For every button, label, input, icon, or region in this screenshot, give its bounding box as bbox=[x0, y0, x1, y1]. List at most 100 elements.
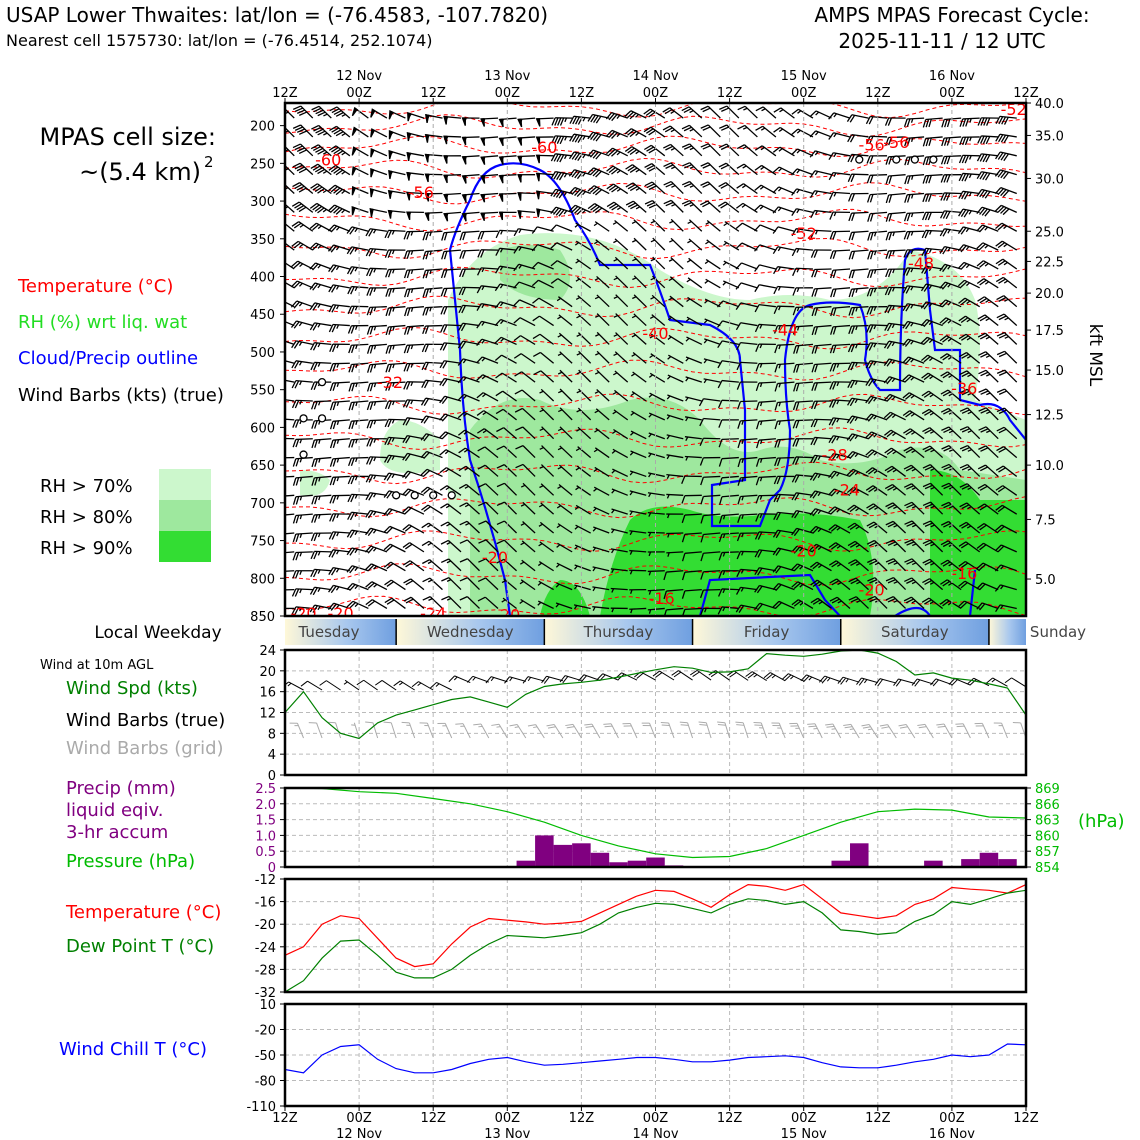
barb-full bbox=[663, 180, 672, 186]
barb-half bbox=[593, 448, 598, 453]
wind-barb bbox=[920, 318, 943, 328]
barb-half bbox=[948, 374, 953, 379]
wind-barb bbox=[735, 604, 758, 613]
wind-barb bbox=[847, 504, 869, 515]
barb-full bbox=[774, 439, 779, 448]
barb-full bbox=[330, 225, 338, 233]
barb-half bbox=[574, 224, 579, 228]
barb-full bbox=[959, 463, 968, 469]
barb-full bbox=[458, 447, 466, 454]
barb-full bbox=[737, 458, 742, 468]
barb-full bbox=[404, 471, 411, 479]
barb-flag bbox=[535, 136, 541, 146]
wind-barb bbox=[846, 486, 869, 496]
barb-half bbox=[667, 336, 672, 340]
barb-half bbox=[703, 379, 707, 384]
wind-barb bbox=[811, 287, 832, 297]
wind-barb bbox=[737, 494, 758, 505]
barb-full bbox=[939, 263, 946, 272]
barb-full bbox=[608, 185, 617, 191]
wind-barb bbox=[978, 351, 999, 364]
wind-barb bbox=[513, 353, 536, 364]
barb-half bbox=[317, 323, 321, 328]
barb-half bbox=[629, 570, 633, 575]
barb-full bbox=[772, 206, 779, 214]
barb-full bbox=[922, 119, 927, 128]
wind-barb bbox=[550, 206, 573, 217]
wind-barb bbox=[439, 485, 462, 496]
wind-barb bbox=[347, 305, 369, 315]
wind-barb bbox=[958, 208, 980, 218]
wind-barb bbox=[440, 287, 462, 297]
wind-barb bbox=[735, 586, 758, 595]
barb-half bbox=[686, 278, 691, 283]
barb-full bbox=[648, 129, 656, 136]
barb-full bbox=[721, 107, 730, 112]
barb-shaft bbox=[948, 482, 962, 496]
barb-shaft bbox=[777, 246, 795, 251]
barb-full bbox=[886, 413, 894, 420]
barb-full bbox=[963, 191, 970, 200]
barb-full bbox=[885, 250, 890, 259]
barb-half bbox=[703, 319, 708, 324]
wind-barb bbox=[610, 607, 628, 613]
barb-full bbox=[792, 438, 797, 447]
wind-barb bbox=[519, 579, 536, 591]
barb-shaft bbox=[944, 210, 962, 214]
barb-full bbox=[828, 435, 834, 444]
wind-barb bbox=[700, 494, 721, 505]
barb-full bbox=[648, 185, 657, 191]
barb-half bbox=[574, 545, 579, 550]
y-right-tick-label: 20.0 bbox=[1035, 287, 1064, 302]
wind-barb bbox=[366, 343, 387, 354]
barb-full bbox=[403, 345, 408, 354]
barb-full bbox=[942, 210, 948, 219]
barb-flag bbox=[351, 106, 358, 117]
barb-full bbox=[905, 429, 913, 436]
barb-full bbox=[664, 127, 673, 133]
barb-full bbox=[443, 306, 448, 315]
barb-half bbox=[392, 345, 395, 350]
barb-full bbox=[888, 213, 893, 222]
wind-barb bbox=[495, 390, 517, 402]
barb-half bbox=[582, 209, 586, 214]
barb-shaft bbox=[296, 320, 313, 327]
barb-full bbox=[277, 477, 280, 485]
barb-full bbox=[605, 129, 613, 137]
wind-barb bbox=[717, 379, 739, 389]
wind-barb bbox=[402, 542, 425, 553]
barb-full bbox=[904, 558, 913, 563]
y-right-tick-label: 5.0 bbox=[1035, 573, 1056, 588]
barb-half bbox=[445, 194, 449, 199]
wind-barb bbox=[922, 445, 944, 459]
barb-shaft bbox=[796, 545, 814, 553]
barb-full bbox=[421, 540, 430, 547]
barb-flag bbox=[370, 148, 375, 158]
barb-shaft bbox=[760, 204, 777, 213]
wind-barb bbox=[424, 173, 443, 183]
barb-half bbox=[595, 352, 600, 356]
barb-shaft bbox=[481, 303, 499, 308]
barb-full bbox=[478, 539, 487, 544]
wind-barb bbox=[422, 268, 443, 279]
barb-shaft bbox=[351, 362, 369, 366]
barb-full bbox=[683, 201, 692, 207]
wind-barb bbox=[384, 418, 406, 428]
barb-full bbox=[624, 146, 633, 152]
barb-full bbox=[957, 600, 965, 608]
wind-barb bbox=[809, 190, 832, 199]
y-tick-label: 300 bbox=[250, 195, 275, 210]
barb-full bbox=[959, 502, 968, 508]
barb-shaft bbox=[851, 324, 869, 327]
barb-shaft bbox=[966, 521, 981, 534]
wind-barb bbox=[440, 503, 462, 515]
barb-half bbox=[408, 211, 412, 217]
barb-full bbox=[812, 527, 819, 534]
barb-full bbox=[648, 148, 657, 154]
wind-barb bbox=[681, 143, 703, 157]
wind-barb bbox=[700, 200, 721, 213]
barb-half bbox=[299, 438, 303, 444]
barb-half bbox=[317, 569, 321, 574]
barb-full bbox=[754, 602, 761, 611]
barb-shaft bbox=[797, 148, 814, 157]
